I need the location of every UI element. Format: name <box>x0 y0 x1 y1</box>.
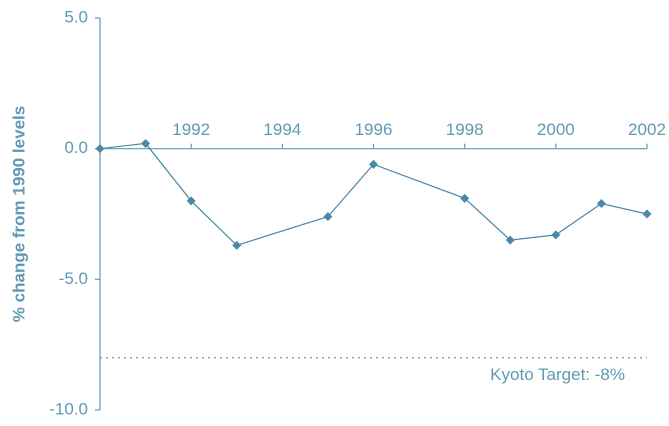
y-axis-label: % change from 1990 levels <box>9 106 28 322</box>
data-point <box>186 196 196 206</box>
y-tick-label: 0.0 <box>64 138 88 157</box>
data-point <box>460 193 470 203</box>
y-tick-label: 5.0 <box>64 7 88 26</box>
data-point <box>505 235 515 245</box>
data-point <box>232 240 242 250</box>
y-tick-label: -10.0 <box>49 399 88 418</box>
x-tick-label: 2000 <box>537 120 575 139</box>
data-line <box>99 142 648 247</box>
data-point <box>551 230 561 240</box>
target-label: Kyoto Target: -8% <box>490 365 625 384</box>
x-tick-label: 1998 <box>446 120 484 139</box>
data-point <box>323 212 333 222</box>
data-point <box>596 199 606 209</box>
data-point <box>95 144 105 154</box>
data-point <box>642 209 652 219</box>
y-tick-label: -5.0 <box>59 269 88 288</box>
data-point <box>369 159 378 169</box>
x-tick-label: 1996 <box>355 120 393 139</box>
x-tick-label: 1992 <box>172 120 210 139</box>
data-point <box>141 138 151 148</box>
x-tick-label: 1994 <box>263 120 301 139</box>
x-tick-label: 2002 <box>628 120 666 139</box>
